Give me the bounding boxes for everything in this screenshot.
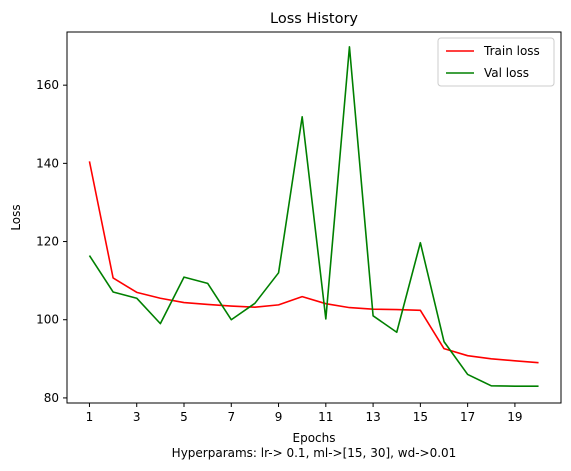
y-tick-label: 100 xyxy=(36,313,59,327)
x-tick-label: 19 xyxy=(507,410,522,424)
x-tick-label: 7 xyxy=(227,410,235,424)
x-tick-label: 15 xyxy=(413,410,428,424)
x-tick-label: 3 xyxy=(133,410,141,424)
x-tick-label: 5 xyxy=(180,410,188,424)
x-tick-label: 13 xyxy=(365,410,380,424)
y-axis-label: Loss xyxy=(9,204,23,230)
x-tick-label: 1 xyxy=(86,410,94,424)
x-tick-label: 17 xyxy=(460,410,475,424)
y-tick-label: 140 xyxy=(36,156,59,170)
chart-title: Loss History xyxy=(270,11,358,27)
x-axis-label: Epochs xyxy=(293,431,336,445)
x-tick-label: 9 xyxy=(275,410,283,424)
y-tick-label: 120 xyxy=(36,235,59,249)
y-tick-label: 80 xyxy=(44,391,59,405)
legend: Train loss Val loss xyxy=(438,38,554,86)
legend-label: Val loss xyxy=(484,66,529,80)
legend-label: Train loss xyxy=(483,44,540,58)
x-tick-label: 11 xyxy=(318,410,333,424)
y-tick-label: 160 xyxy=(36,78,59,92)
hyperparams-caption: Hyperparams: lr-> 0.1, ml->[15, 30], wd-… xyxy=(172,446,457,460)
